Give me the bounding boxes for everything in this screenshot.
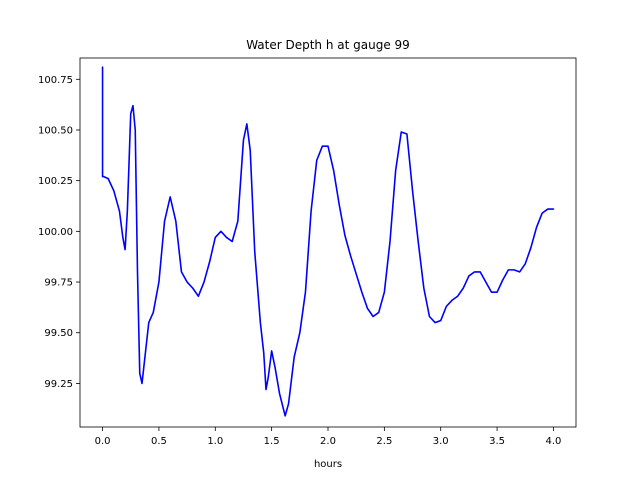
y-tick-label: 100.25 — [38, 176, 73, 187]
y-tick-label: 100.00 — [38, 227, 73, 238]
y-tick-label: 99.75 — [44, 278, 73, 289]
y-tick-label: 100.75 — [38, 75, 73, 86]
x-tick-label: 0.5 — [151, 436, 167, 447]
x-tick-label: 1.5 — [264, 436, 280, 447]
y-tick-label: 99.50 — [44, 328, 73, 339]
x-tick-label: 3.5 — [489, 436, 505, 447]
series-line-0 — [101, 66, 555, 417]
x-tick-label: 2.5 — [376, 436, 392, 447]
series-layer — [101, 66, 555, 417]
x-tick-label: 4.0 — [546, 436, 562, 447]
x-axis-label: hours — [314, 459, 342, 470]
x-tick-label: 3.0 — [433, 436, 449, 447]
x-tick-label: 1.0 — [207, 436, 223, 447]
y-tick-label: 100.50 — [38, 125, 73, 136]
x-axis: 0.0 0.5 1.0 1.5 2.0 2.5 3.0 3.5 4.0 — [95, 427, 562, 447]
plot-area — [80, 58, 576, 427]
chart-title: Water Depth h at gauge 99 — [246, 38, 410, 52]
y-axis: 99.25 99.50 99.75 100.00 100.25 100.50 100.75 — [38, 75, 80, 390]
x-tick-label: 0.0 — [95, 436, 111, 447]
x-tick-label: 2.0 — [320, 436, 336, 447]
y-tick-label: 99.25 — [44, 379, 73, 390]
